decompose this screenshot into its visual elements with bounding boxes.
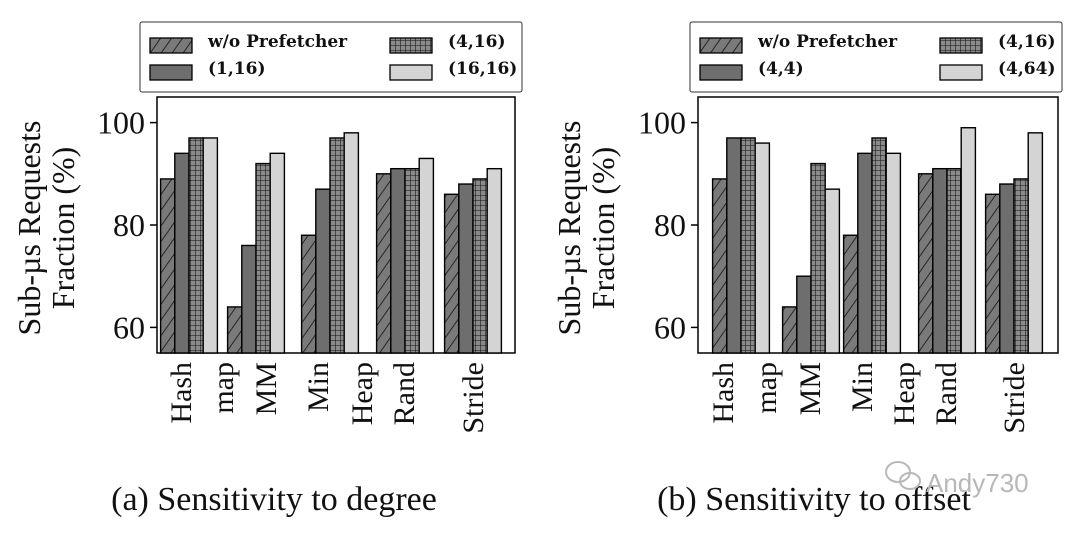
legend-a: w/o Prefetcher (1,16) (4,16) (16,16) <box>139 21 523 93</box>
bar-dark <box>857 152 873 354</box>
bar-light <box>418 157 435 354</box>
bar-hatch-diag <box>781 306 798 354</box>
legend-label: (16,16) <box>448 59 517 79</box>
legend-swatch-dark <box>699 64 743 81</box>
chart-panel-a: w/o Prefetcher (1,16) (4,16) (16,16) 60 80 10… <box>11 21 523 518</box>
bar-light <box>269 152 286 354</box>
bar-light <box>202 137 219 354</box>
bar-hatch-diag <box>984 193 1001 354</box>
legend-swatch-light <box>939 64 983 81</box>
chart-title-a: (a) Sensitivity to degree <box>111 481 437 518</box>
bar-light <box>960 127 977 354</box>
y-axis-label-line2: Fraction (%) <box>585 147 621 310</box>
legend-swatch-light <box>389 64 433 81</box>
legend-label: (4,16) <box>448 32 506 52</box>
legend-label: (4,4) <box>758 59 804 79</box>
x-category-label: Min <box>846 362 879 412</box>
bar-hatch-diag <box>300 234 317 354</box>
y-tick-label: 100 <box>97 105 145 141</box>
legend-swatch-grid <box>389 37 433 54</box>
legend-label: (1,16) <box>208 59 266 79</box>
x-category-label: Rand <box>930 362 963 425</box>
x-category-label: Hash <box>165 362 198 424</box>
x-category-label: Rand <box>388 362 421 425</box>
x-category-label: Hash <box>707 362 740 424</box>
chart-panel-b: w/o Prefetcher(4,4)(4,16)(4,64) 6080100 … <box>551 21 1063 518</box>
bar-grid <box>740 137 756 354</box>
chart-title-b: (b) Sensitivity to offset <box>657 481 971 518</box>
wechat-icon <box>885 461 921 490</box>
bar-dark <box>999 183 1015 354</box>
bar-dark <box>726 137 742 354</box>
legend-b: w/o Prefetcher (4,4) (4,16) (4,64) <box>689 21 1063 93</box>
y-axis-label-line1: Sub-µs Requests <box>11 121 47 336</box>
bar-hatch-diag <box>226 306 243 354</box>
bar-light <box>885 152 902 354</box>
bar-hatch-diag <box>917 173 934 354</box>
x-category-label: MM <box>250 362 283 415</box>
x-category-label: Stride <box>457 362 490 434</box>
bar-dark <box>174 152 190 354</box>
y-tick-label: 60 <box>113 309 145 345</box>
y-axis-label-line1: Sub-µs Requests <box>551 121 587 336</box>
legend-label: (4,16) <box>998 32 1056 52</box>
bar-dark <box>458 183 474 354</box>
x-category-label: map <box>207 362 240 414</box>
bar-hatch-diag <box>711 178 728 354</box>
y-tick-label: 80 <box>654 207 686 243</box>
bar-grid <box>1013 178 1029 354</box>
bar-grid <box>472 178 488 354</box>
y-tick-label: 100 <box>638 105 686 141</box>
x-category-label: Stride <box>998 362 1031 434</box>
bar-grid <box>255 162 271 354</box>
bar-grid <box>871 137 887 354</box>
legend-label: w/o Prefetcher <box>757 32 898 52</box>
x-category-label: MM <box>794 362 827 415</box>
bar-dark <box>390 167 406 354</box>
bar-dark <box>796 275 812 354</box>
legend-swatch-hatch-diag <box>149 37 193 54</box>
legend-label: (4,64) <box>998 59 1056 79</box>
y-tick-label: 80 <box>113 207 145 243</box>
x-category-label: Min <box>302 362 335 412</box>
bar-grid <box>810 162 826 354</box>
x-category-label: map <box>750 362 783 414</box>
bar-dark <box>315 188 331 354</box>
bar-dark <box>932 167 948 354</box>
y-tick-label: 60 <box>654 309 686 345</box>
legend-label: w/o Prefetcher <box>207 32 348 52</box>
bar-light <box>486 167 503 354</box>
x-category-label: Heap <box>888 362 921 425</box>
bar-grid <box>188 137 204 354</box>
bar-light <box>824 188 841 354</box>
legend-swatch-hatch-diag <box>699 37 743 54</box>
bar-dark <box>241 244 257 354</box>
bar-grid <box>404 167 420 354</box>
bar-hatch-diag <box>443 193 460 354</box>
y-axis-label-line2: Fraction (%) <box>45 147 81 310</box>
x-category-label: Heap <box>346 362 379 425</box>
bar-hatch-diag <box>375 173 392 354</box>
bar-light <box>1027 132 1044 354</box>
legend-swatch-grid <box>939 37 983 54</box>
legend-swatch-dark <box>149 64 193 81</box>
bar-grid <box>946 167 962 354</box>
bar-light <box>343 132 360 354</box>
bar-grid <box>329 137 345 354</box>
bar-hatch-diag <box>159 178 176 354</box>
bar-light <box>754 142 771 354</box>
bar-hatch-diag <box>842 234 859 354</box>
watermark-text: Andy730 <box>926 468 1029 498</box>
watermark: Andy730 <box>885 461 1029 498</box>
